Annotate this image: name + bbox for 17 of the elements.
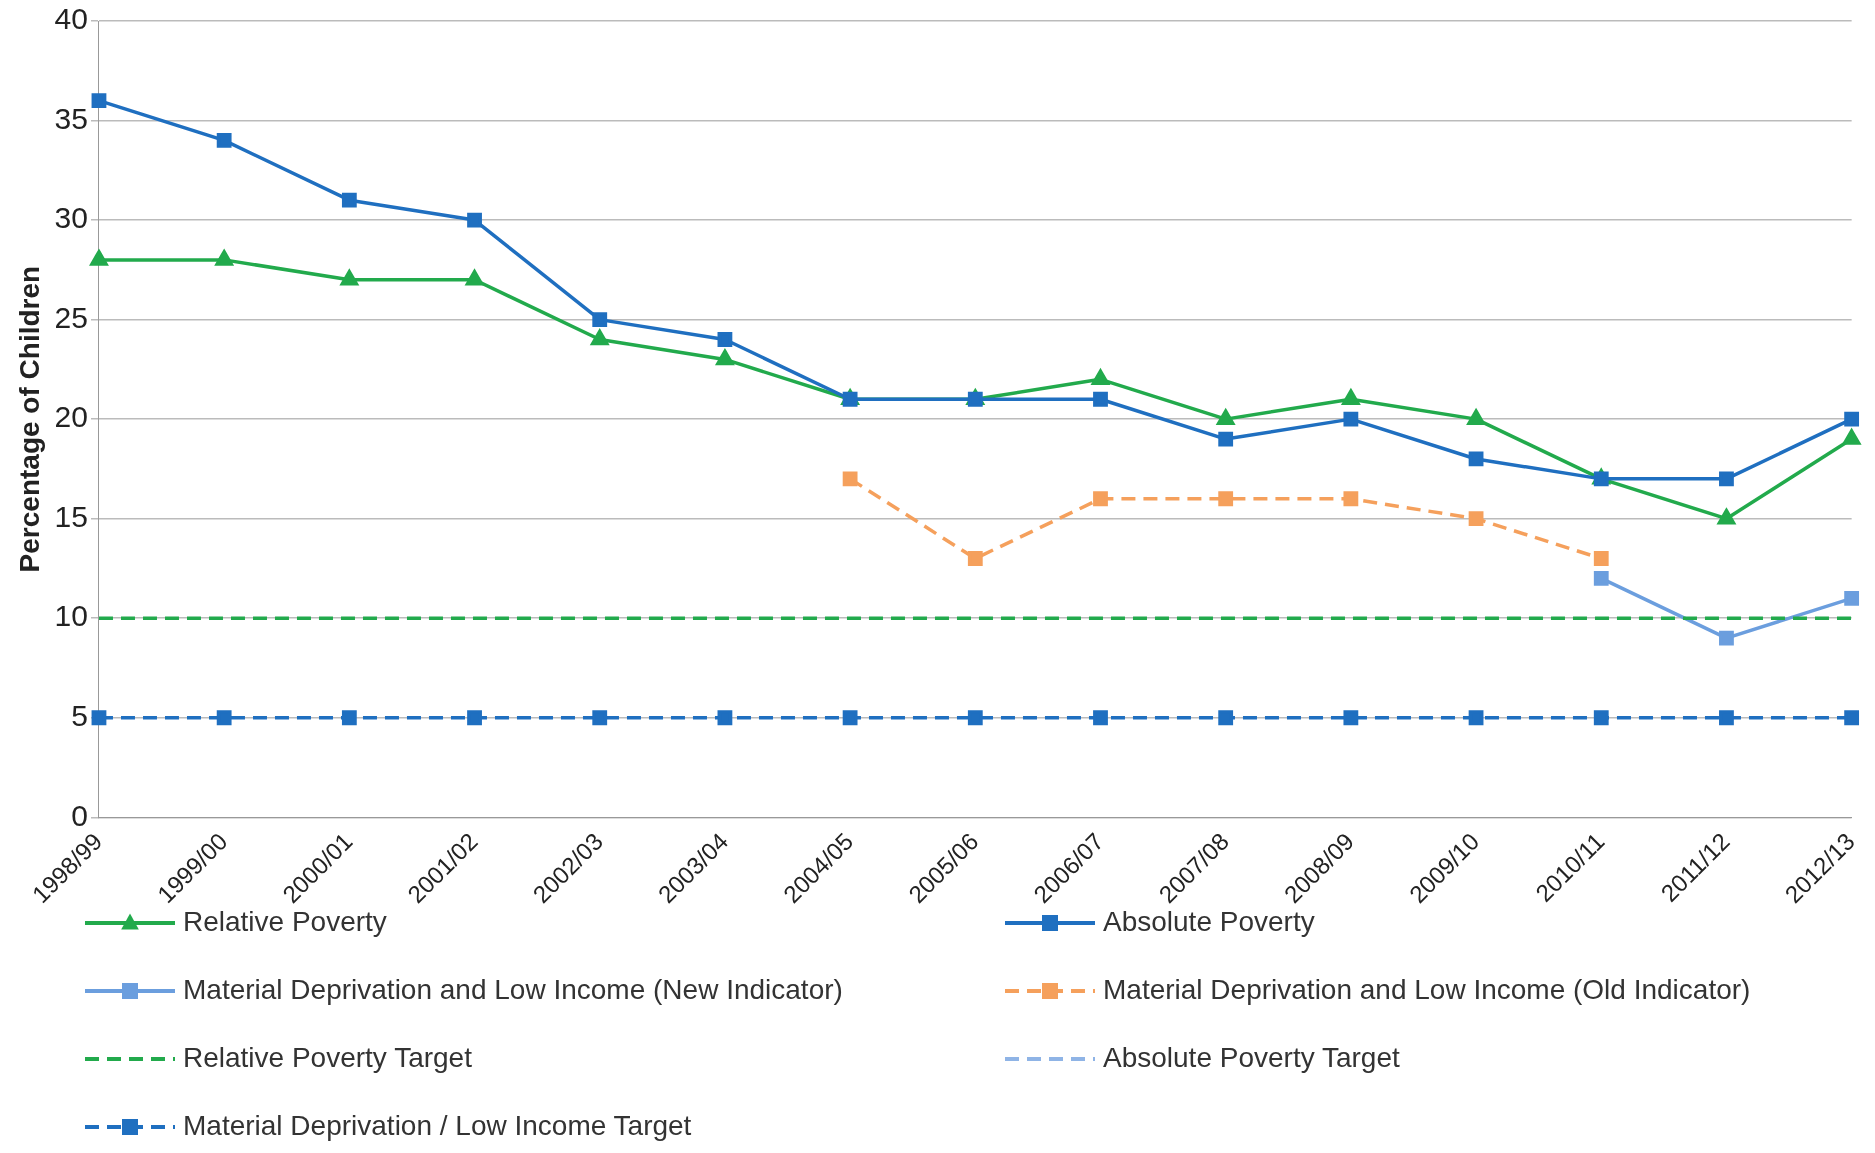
y-tick-label: 30 <box>54 201 88 235</box>
y-tick-label: 15 <box>54 499 88 533</box>
y-tick-label: 25 <box>54 300 88 334</box>
legend-label: Material Deprivation and Low Income (Old Indicator) <box>1103 973 1751 1005</box>
legend-label: Relative Poverty Target <box>183 1041 473 1073</box>
y-axis-title: Percentage of Children <box>13 265 45 573</box>
y-tick-label: 20 <box>54 400 88 434</box>
legend-label: Absolute Poverty Target <box>1103 1041 1400 1073</box>
y-tick-label: 35 <box>54 101 88 135</box>
legend-label: Material Deprivation / Low Income Target <box>183 1109 692 1141</box>
legend-label: Absolute Poverty <box>1103 905 1315 937</box>
legend-label: Relative Poverty <box>183 905 387 937</box>
y-tick-label: 0 <box>71 798 88 832</box>
y-tick-label: 10 <box>54 599 88 633</box>
y-tick-label: 5 <box>71 699 88 733</box>
legend-label: Material Deprivation and Low Income (New Indicator) <box>183 973 843 1005</box>
y-tick-label: 40 <box>54 2 88 36</box>
